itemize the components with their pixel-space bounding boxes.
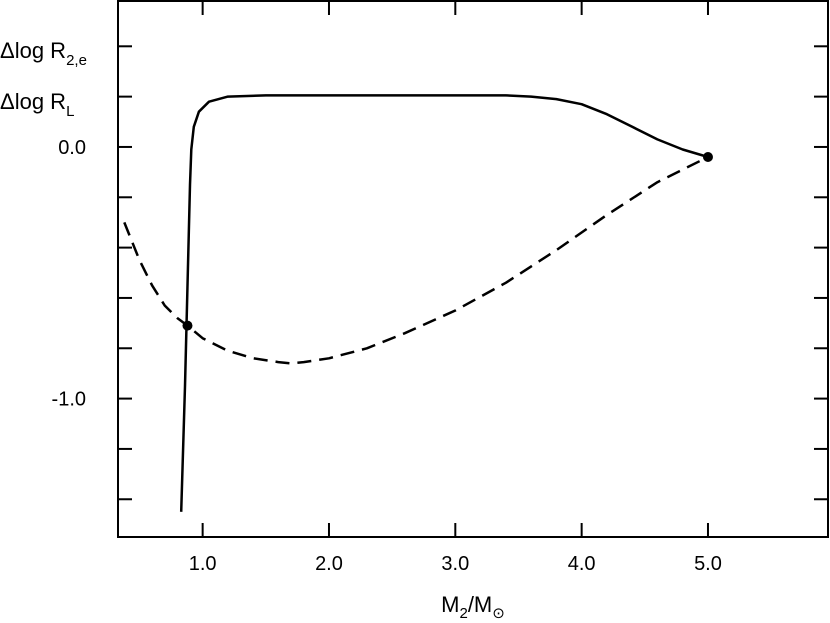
series-line-solid [179,94,709,512]
legend-entry-2: Δlog RL [0,89,74,120]
ticks [118,1,828,537]
series-group [123,94,709,512]
x-tick-label: 1.0 [189,553,217,575]
legend: Δlog R2,e Δlog RL [0,38,87,120]
sun-symbol-icon: ⊙ [492,605,505,622]
tick-labels: 1.0 2.0 3.0 4.0 5.0 0.0 -1.0 [52,137,722,575]
y-tick-label: 0.0 [58,137,86,159]
x-axis-label-sep: /M [468,592,492,617]
legend-entry-1-main: Δlog R [0,38,66,63]
x-axis-label-sub: 2 [459,605,467,622]
x-axis-label: M2/M⊙ [441,592,505,622]
intersection-point [182,320,193,331]
intersection-point [702,152,713,163]
legend-entry-2-main: Δlog R [0,89,66,114]
x-tick-label: 2.0 [315,553,343,575]
x-tick-label: 3.0 [441,553,469,575]
plot-frame [117,0,829,538]
legend-entry-1: Δlog R2,e [0,38,87,69]
series-line-dashed [123,155,709,365]
legend-entry-2-sub: L [66,103,74,120]
x-axis-label-main: M [441,592,459,617]
legend-entry-1-sub: 2,e [66,52,87,69]
x-tick-label: 5.0 [694,553,722,575]
y-tick-label: -1.0 [52,389,86,411]
x-tick-label: 4.0 [568,553,596,575]
markers-group [182,152,713,331]
